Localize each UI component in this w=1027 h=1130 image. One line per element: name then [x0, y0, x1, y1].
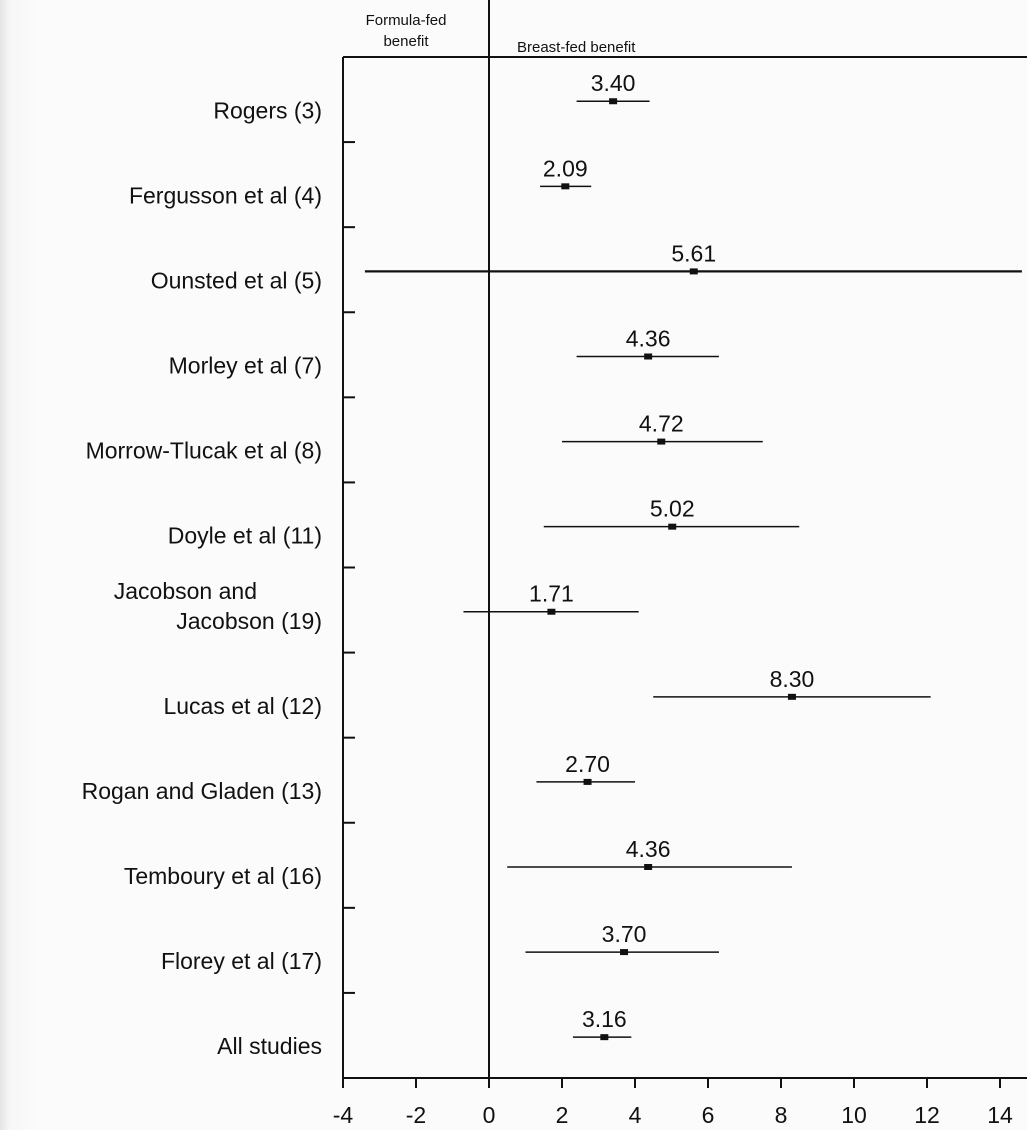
study-label: Fergusson et al (4): [129, 182, 322, 208]
x-tick-label: 0: [483, 1102, 496, 1128]
value-label: 2.09: [543, 155, 588, 181]
value-label: 3.16: [582, 1006, 627, 1032]
x-tick-label: 4: [629, 1102, 642, 1128]
study-row: Doyle et al (11) 5.02: [168, 496, 800, 549]
study-row: Jacobson and Jacobson (19) 1.71: [114, 578, 639, 634]
value-label: 2.70: [565, 751, 610, 777]
point-estimate: [547, 608, 556, 615]
value-label: 1.71: [529, 581, 574, 607]
study-row: All studies 3.16: [217, 1006, 632, 1059]
study-row: Lucas et al (12) 8.30: [163, 666, 931, 719]
study-row: Florey et al (17) 3.70: [161, 921, 719, 974]
point-estimate: [620, 949, 629, 956]
x-tick-label: 10: [841, 1102, 867, 1128]
study-label: All studies: [217, 1033, 322, 1059]
point-estimate: [668, 523, 677, 530]
value-label: 3.70: [602, 921, 647, 947]
study-row: Temboury et al (16) 4.36: [124, 836, 792, 889]
x-tick-label: 2: [556, 1102, 569, 1128]
study-label: Lucas et al (12): [163, 693, 322, 719]
study-label: Florey et al (17): [161, 948, 322, 974]
x-tick-label: 6: [702, 1102, 715, 1128]
study-label: Temboury et al (16): [124, 863, 322, 889]
study-row: Fergusson et al (4) 2.09: [129, 155, 592, 208]
point-estimate: [609, 98, 618, 105]
x-tick-label: 12: [914, 1102, 940, 1128]
study-label: Jacobson and Jacobson (19): [114, 578, 322, 634]
point-estimate: [583, 778, 592, 785]
point-estimate: [657, 438, 666, 445]
study-label: Rogers (3): [213, 97, 322, 123]
header-left-line1: Formula-fed: [366, 12, 447, 29]
value-label: 4.72: [639, 411, 684, 437]
point-estimate: [600, 1034, 609, 1041]
x-tick-label: -2: [406, 1102, 426, 1128]
point-estimate: [689, 268, 698, 275]
point-estimate: [644, 863, 653, 870]
value-label: 4.36: [626, 836, 671, 862]
x-tick-label: -4: [333, 1102, 354, 1128]
study-row: Morley et al (7) 4.36: [169, 325, 719, 379]
row-separator-ticks: [343, 141, 355, 994]
x-axis-ticks: -4 -2 0 2 4 6 8 10 12 14: [333, 1078, 1013, 1128]
study-label-line: Jacobson and: [114, 578, 257, 604]
study-label: Doyle et al (11): [168, 523, 322, 549]
study-label-line: Jacobson (19): [176, 608, 322, 634]
header-right: Breast-fed benefit: [517, 39, 636, 56]
point-estimate: [561, 183, 570, 190]
value-label: 4.36: [626, 325, 671, 351]
study-rows: Rogers (3) 3.40 Fergusson et al (4) 2.09 Oun…: [82, 70, 1022, 1059]
point-estimate: [787, 693, 796, 700]
value-label: 3.40: [591, 70, 636, 96]
value-label: 8.30: [770, 666, 815, 692]
value-label: 5.61: [671, 240, 716, 266]
study-label: Rogan and Gladen (13): [82, 778, 322, 804]
study-label: Morrow-Tlucak et al (8): [86, 438, 322, 464]
study-label: Ounsted et al (5): [151, 267, 322, 293]
study-row: Rogers (3) 3.40: [213, 70, 650, 123]
value-label: 5.02: [650, 496, 695, 522]
study-row: Ounsted et al (5) 5.61: [151, 240, 1022, 293]
x-tick-label: 14: [987, 1102, 1013, 1128]
x-tick-label: 8: [775, 1102, 788, 1128]
header-left-line2: benefit: [383, 33, 429, 50]
study-label: Morley et al (7): [169, 353, 322, 379]
point-estimate: [644, 353, 653, 360]
study-row: Morrow-Tlucak et al (8) 4.72: [86, 411, 763, 464]
study-row: Rogan and Gladen (13) 2.70: [82, 751, 635, 804]
